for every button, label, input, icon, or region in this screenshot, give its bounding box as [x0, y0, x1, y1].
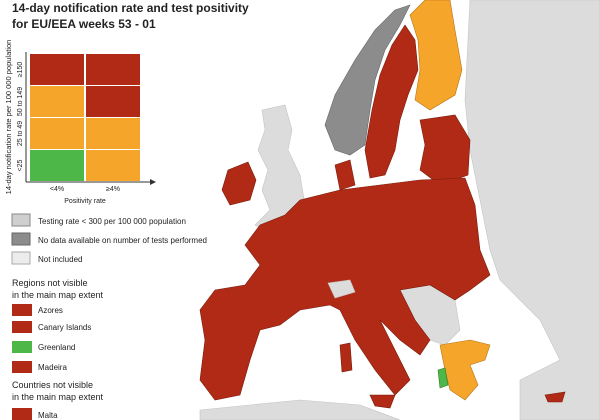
norway	[324, 4, 411, 156]
matrix-cell	[30, 150, 84, 181]
switzerland	[327, 279, 356, 299]
legend: Testing rate < 300 per 100 000 populatio…	[11, 213, 207, 420]
title-line: 14-day notification rate and test positi…	[12, 1, 249, 15]
north-africa	[199, 399, 401, 420]
baltics	[419, 114, 471, 186]
finland	[409, 0, 463, 111]
matrix: 14-day notification rate per 100 000 pop…	[4, 40, 156, 205]
countries-heading: in the main map extent	[12, 392, 104, 402]
row-label: 25 to 49	[17, 121, 24, 146]
regions-heading: in the main map extent	[12, 290, 104, 300]
albania	[437, 367, 449, 389]
region-swatch	[12, 321, 32, 333]
x-arrow	[150, 179, 156, 185]
denmark	[334, 159, 356, 191]
matrix-cell	[86, 54, 140, 85]
non-included-land	[464, 0, 600, 420]
column-label: ≥4%	[106, 186, 120, 193]
sicily	[369, 394, 396, 409]
legend-label: Testing rate < 300 per 100 000 populatio…	[38, 217, 186, 226]
region-swatch	[12, 341, 32, 353]
title-line: for EU/EEA weeks 53 - 01	[12, 17, 156, 31]
y-axis-label: 14-day notification rate per 100 000 pop…	[4, 40, 13, 195]
x-axis-label: Positivity rate	[64, 198, 106, 205]
greece	[439, 339, 491, 401]
matrix-cell	[86, 86, 140, 117]
country-swatch	[12, 408, 32, 420]
row-label: ≥150	[17, 62, 24, 78]
region-swatch	[12, 361, 32, 373]
legend-swatch	[11, 213, 31, 227]
ireland	[221, 161, 257, 206]
row-label: <25	[17, 159, 24, 171]
regions-heading: Regions not visible	[12, 278, 88, 288]
legend-label: Not included	[38, 255, 82, 264]
row-label: 50 to 149	[17, 87, 24, 116]
legend-swatch	[11, 251, 31, 265]
region-label: Azores	[38, 306, 63, 315]
matrix-cell	[86, 118, 140, 149]
country-label: Malta	[38, 411, 58, 420]
legend-label: No data available on number of tests per…	[38, 236, 207, 245]
countries-heading: Countries not visible	[12, 380, 93, 390]
region-label: Madeira	[38, 363, 67, 372]
region-label: Canary Islands	[38, 323, 91, 332]
matrix-cell	[30, 86, 84, 117]
matrix-cell	[30, 54, 84, 85]
matrix-cell	[30, 118, 84, 149]
column-label: <4%	[50, 186, 64, 193]
cyprus	[544, 391, 566, 403]
legend-swatch	[11, 232, 31, 246]
map	[199, 0, 600, 420]
region-label: Greenland	[38, 343, 75, 352]
sardinia	[339, 342, 353, 373]
matrix-cell	[86, 150, 140, 181]
region-swatch	[12, 304, 32, 316]
sweden	[364, 24, 419, 179]
